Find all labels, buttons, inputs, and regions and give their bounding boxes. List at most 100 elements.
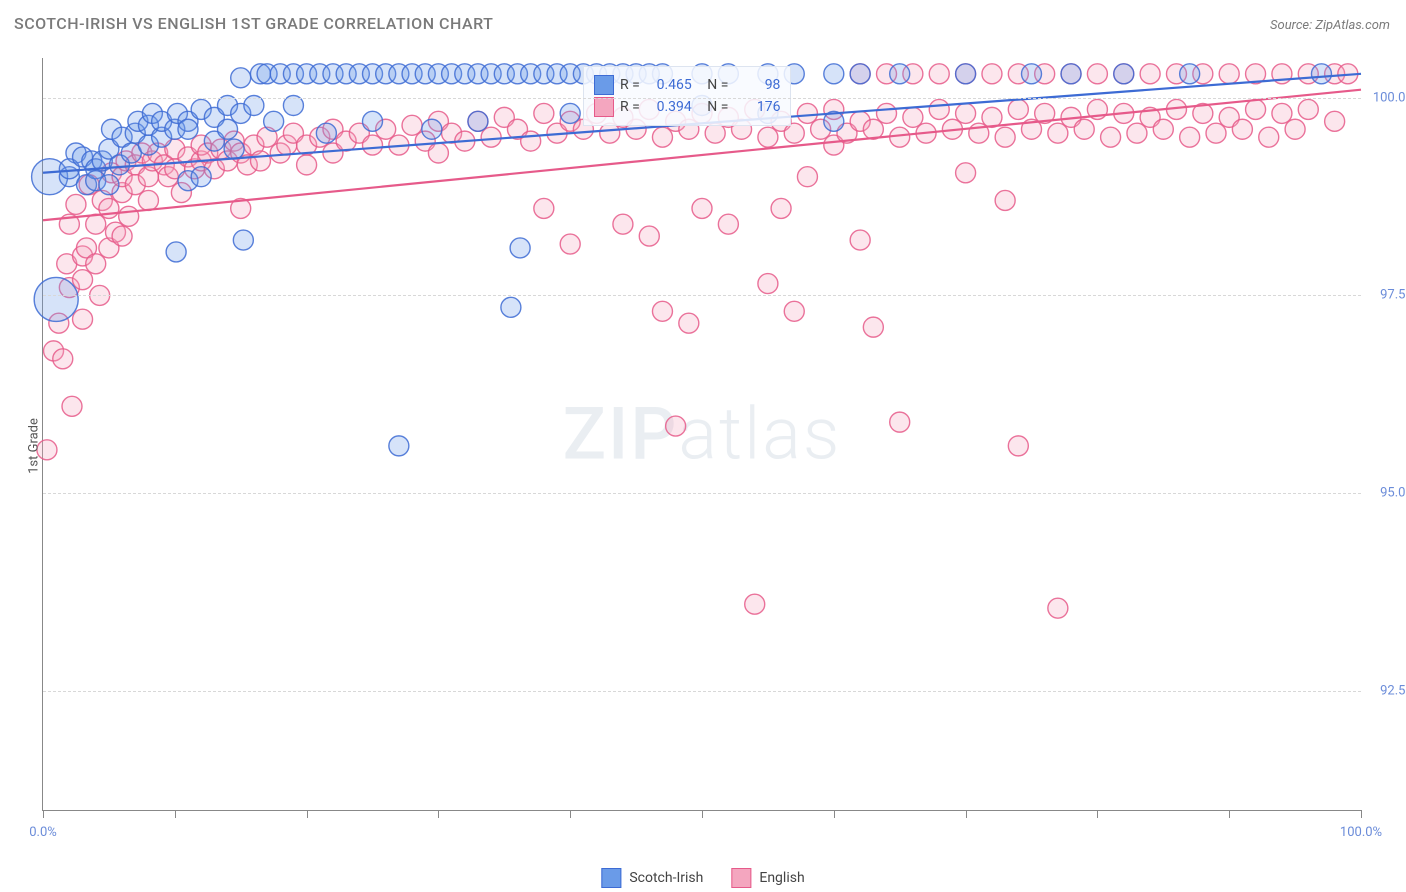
point-scotch-irish [191,167,211,187]
n-value-scotch-irish: 98 [734,77,780,93]
point-english [1298,99,1318,119]
y-tick-label: 92.5% [1380,684,1406,699]
point-english [66,194,86,214]
point-english [1101,127,1121,147]
point-english [679,313,699,333]
legend-item-scotch-irish: Scotch-Irish [601,868,703,888]
point-english [297,155,317,175]
legend-item-english: English [731,868,804,888]
scatter-svg [43,58,1361,810]
x-tick [175,810,176,818]
point-scotch-irish [1311,64,1331,84]
point-english [521,131,541,151]
point-scotch-irish [501,297,521,317]
n-value-english: 176 [734,99,780,115]
point-english [1206,123,1226,143]
point-english [613,214,633,234]
point-scotch-irish [264,111,284,131]
point-english [73,270,93,290]
x-tick-label: 0.0% [29,825,57,840]
point-scotch-irish [560,103,580,123]
y-tick-label: 97.5% [1380,288,1406,303]
x-tick-label: 100.0% [1340,825,1382,840]
gridline [43,98,1361,99]
point-english [138,190,158,210]
swatch-english [594,97,614,117]
point-english [745,594,765,614]
point-english [982,107,1002,127]
point-english [600,123,620,143]
point-english [929,64,949,84]
point-english [758,127,778,147]
x-tick [570,810,571,818]
point-english [402,115,422,135]
plot-area: ZIPatlas R = 0.465 N = 98 R = 0.394 N = … [42,58,1361,811]
point-english [560,234,580,254]
point-english [1232,119,1252,139]
point-english [850,230,870,250]
legend-row-scotch-irish: R = 0.465 N = 98 [594,75,780,95]
point-english [956,163,976,183]
x-tick [1361,810,1362,818]
chart-container: SCOTCH-IRISH VS ENGLISH 1ST GRADE CORREL… [0,0,1406,892]
point-english [705,123,725,143]
r-label: R = [620,99,640,115]
point-english [995,127,1015,147]
point-scotch-irish [956,64,976,84]
point-english [481,127,501,147]
point-english [652,301,672,321]
point-english [995,190,1015,210]
point-english [1325,111,1345,131]
point-scotch-irish [510,238,530,258]
point-scotch-irish [890,64,910,84]
legend-label-english: English [759,870,804,886]
r-label: R = [620,77,640,93]
point-english [797,167,817,187]
legend-label-scotch-irish: Scotch-Irish [629,870,703,886]
point-english [1285,119,1305,139]
swatch-scotch-irish [601,868,621,888]
point-english [53,349,73,369]
point-scotch-irish [218,119,238,139]
x-tick [1229,810,1230,818]
point-english [797,103,817,123]
point-english [1140,64,1160,84]
point-scotch-irish [99,175,119,195]
x-tick [43,810,44,818]
point-english [890,412,910,432]
point-english [1272,103,1292,123]
point-scotch-irish [468,111,488,131]
point-scotch-irish [224,139,244,159]
point-english [929,99,949,119]
point-english [982,64,1002,84]
point-english [771,198,791,218]
gridline [43,493,1361,494]
swatch-scotch-irish [594,75,614,95]
x-tick [438,810,439,818]
point-english [1048,598,1068,618]
point-english [784,301,804,321]
x-tick [1097,810,1098,818]
n-label: N = [707,99,728,115]
y-tick-label: 95.0% [1380,486,1406,501]
point-english [1259,127,1279,147]
point-english [1008,436,1028,456]
point-english [112,226,132,246]
point-english [1074,119,1094,139]
x-tick [702,810,703,818]
point-scotch-irish [1114,64,1134,84]
point-english [1246,99,1266,119]
point-english [758,274,778,294]
point-scotch-irish [233,230,253,250]
gridline [43,691,1361,692]
point-english [784,123,804,143]
point-scotch-irish [363,111,383,131]
point-english [250,151,270,171]
x-tick [966,810,967,818]
point-scotch-irish [824,64,844,84]
correlation-legend: R = 0.465 N = 98 R = 0.394 N = 176 [583,66,791,126]
point-english [73,309,93,329]
point-scotch-irish [1180,64,1200,84]
point-scotch-irish [166,242,186,262]
r-value-english: 0.394 [646,99,692,115]
